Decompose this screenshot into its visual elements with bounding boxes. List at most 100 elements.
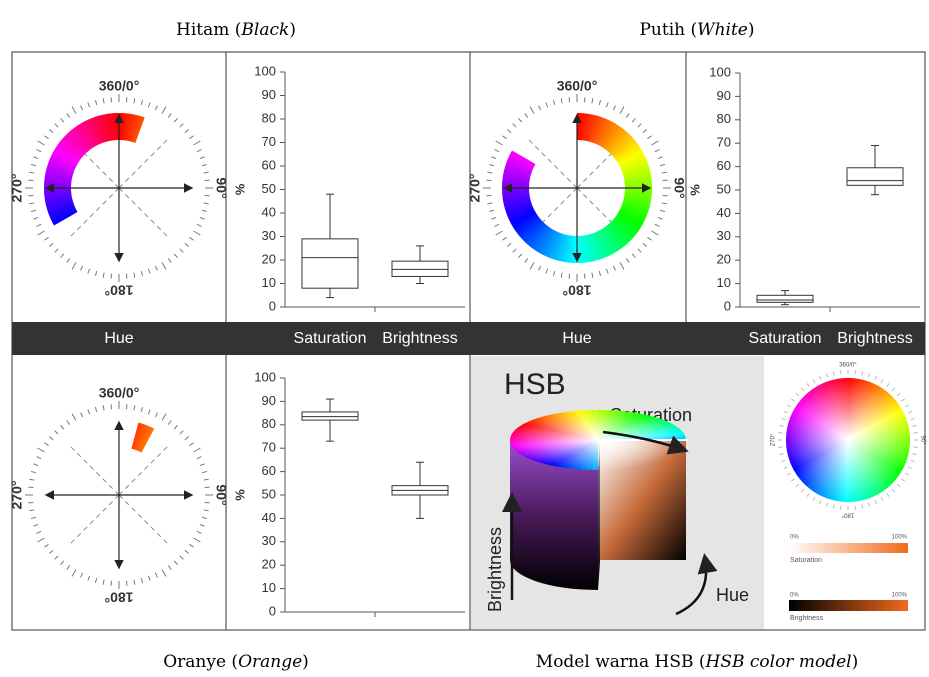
caption-part: ) — [289, 20, 296, 40]
color-wheel-label: 360/0° — [839, 363, 857, 369]
wheel-minor-tick — [626, 113, 629, 117]
y-tick-label: 90 — [262, 393, 276, 408]
wheel-minor-tick — [37, 224, 42, 226]
wheel-minor-tick — [174, 118, 177, 122]
wheel-minor-tick — [658, 157, 663, 159]
wheel-minor-tick — [502, 136, 506, 139]
color-wheel-tick — [796, 393, 799, 396]
wheel-minor-tick — [168, 565, 171, 569]
y-tick-label: 10 — [262, 275, 276, 290]
hue-arc — [131, 423, 154, 453]
wheel-minor-tick — [155, 413, 157, 418]
y-tick-label: 60 — [262, 463, 276, 478]
wheel-minor-tick — [185, 130, 189, 133]
wheel-minor-tick — [174, 425, 177, 429]
wheel-minor-tick — [162, 107, 166, 114]
wheel-minor-tick — [613, 106, 615, 111]
wheel-minor-tick — [496, 231, 503, 235]
wheel-minor-tick — [546, 102, 548, 107]
wheel-minor-tick — [81, 573, 83, 578]
y-tick-label: 40 — [717, 205, 731, 220]
hsb-label: Hue — [716, 585, 749, 605]
wheel-minor-tick — [44, 443, 48, 446]
wheel-minor-tick — [495, 224, 500, 226]
wheel-minor-tick — [162, 569, 166, 576]
wheel-minor-tick — [72, 414, 76, 421]
wheel-minor-tick — [180, 124, 184, 128]
wheel-minor-tick — [141, 271, 142, 276]
wheel-minor-tick — [33, 217, 38, 219]
caption: Model warna HSB (HSB color model) — [536, 652, 858, 672]
wheel-minor-tick — [539, 266, 541, 271]
wheel-minor-tick — [525, 113, 528, 117]
wheel-minor-tick — [197, 224, 202, 226]
bar-label: 0% — [790, 593, 799, 599]
y-axis-label: % — [232, 489, 247, 501]
wheel-tick-label: 180° — [105, 282, 134, 298]
wheel-minor-tick — [202, 210, 207, 211]
wheel-minor-tick — [525, 258, 528, 262]
wheel-minor-tick — [204, 479, 209, 480]
color-wheel-tick — [868, 503, 869, 507]
brightness-bar — [789, 600, 908, 611]
wheel-minor-tick — [134, 405, 135, 410]
color-wheel-tick — [807, 493, 809, 496]
caption-part: ) — [748, 20, 755, 40]
bar-label: 0% — [790, 535, 799, 541]
color-wheel-label: 270° — [771, 433, 777, 446]
wheel-minor-tick — [61, 425, 64, 429]
color-wheel-fade — [786, 378, 910, 502]
wheel-minor-tick — [643, 130, 647, 133]
wheel-minor-tick — [507, 243, 511, 246]
wheel-minor-tick — [49, 550, 53, 553]
y-tick-label: 30 — [262, 533, 276, 548]
x-tick-label: Saturation — [749, 330, 822, 347]
wheel-minor-tick — [38, 448, 45, 452]
box — [302, 239, 358, 288]
wheel-minor-tick — [168, 258, 171, 262]
wheel-diagonal — [119, 495, 167, 543]
wheel-minor-tick — [185, 437, 189, 440]
y-tick-label: 20 — [262, 251, 276, 266]
wheel-minor-tick — [174, 254, 177, 258]
wheel-minor-tick — [202, 164, 207, 165]
wheel-tick-label: 180° — [563, 282, 592, 298]
y-tick-label: 40 — [262, 510, 276, 525]
wheel-minor-tick — [88, 102, 90, 107]
wheel-minor-tick — [519, 254, 522, 258]
y-tick-label: 70 — [717, 135, 731, 150]
wheel-minor-tick — [162, 414, 166, 421]
color-wheel-tick — [787, 405, 790, 407]
wheel-minor-tick — [204, 172, 209, 173]
wheel-minor-tick — [155, 573, 157, 578]
wheel-minor-tick — [185, 243, 189, 246]
wheel-minor-tick — [638, 124, 642, 128]
wheel-minor-tick — [33, 464, 38, 466]
wheel-minor-tick — [55, 431, 59, 435]
wheel-tick-label: 90° — [671, 177, 687, 198]
wheel-minor-tick — [174, 561, 177, 565]
wheel-minor-tick — [81, 413, 83, 418]
wheel-minor-tick — [660, 210, 665, 211]
color-wheel-tick — [833, 372, 834, 376]
wheel-minor-tick — [148, 409, 150, 414]
wheel-minor-tick — [606, 269, 608, 274]
color-wheel-tick — [780, 454, 784, 455]
y-tick-label: 20 — [717, 252, 731, 267]
wheel-minor-tick — [81, 106, 83, 111]
wheel-minor-tick — [662, 203, 667, 204]
y-tick-label: 20 — [262, 557, 276, 572]
box — [847, 168, 903, 186]
wheel-minor-tick — [487, 203, 492, 204]
wheel-tick-label: 270° — [467, 174, 483, 203]
saturation-bar — [789, 543, 908, 553]
wheel-minor-tick — [638, 249, 642, 253]
wheel-minor-tick — [31, 164, 36, 165]
wheel-minor-tick — [61, 254, 64, 258]
wheel-tick-label: 180° — [105, 589, 134, 605]
wheel-minor-tick — [561, 273, 562, 278]
wheel-minor-tick — [95, 271, 96, 276]
wheel-minor-tick — [148, 576, 150, 581]
wheel-minor-tick — [655, 150, 660, 152]
caption-part: White — [697, 20, 748, 40]
